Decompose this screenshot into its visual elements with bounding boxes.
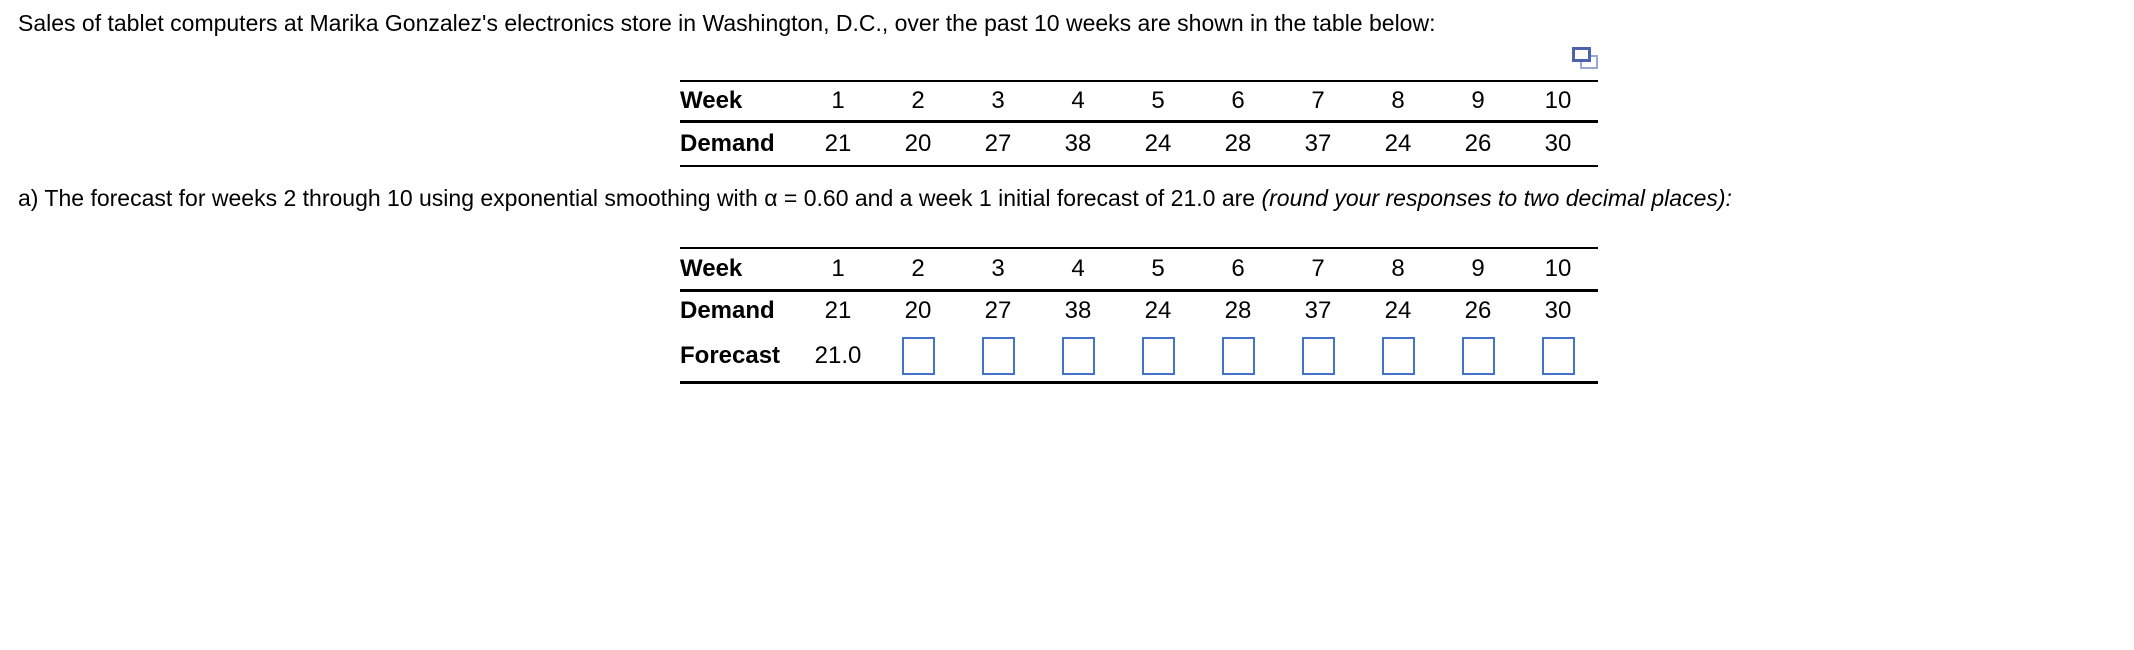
demand-value: 30	[1544, 297, 1572, 324]
demand-value: 27	[984, 297, 1012, 324]
week-value: 7	[1278, 81, 1358, 123]
week-value: 10	[1518, 81, 1598, 123]
demand-value: 24	[1144, 297, 1172, 324]
table-row: Week 1 2 3 4 5 6 7 8 9 10	[680, 248, 1598, 292]
part-a-rounding-note: (round your responses to two decimal pla…	[1261, 185, 1732, 211]
demand-value: 26	[1464, 297, 1492, 324]
week-value: 4	[1038, 248, 1118, 292]
forecast-input-week-9[interactable]	[1461, 336, 1495, 375]
demand-table: Week 1 2 3 4 5 6 7 8 9 10 Demand 21 20 2…	[680, 80, 1598, 167]
demand-value: 28	[1224, 130, 1252, 157]
week-value: 7	[1278, 248, 1358, 292]
forecast-cell	[958, 330, 1038, 383]
forecast-table: Week 1 2 3 4 5 6 7 8 9 10 Demand 21 20 2…	[680, 247, 1598, 384]
week-value: 6	[1198, 248, 1278, 292]
row-label-demand: Demand	[680, 130, 775, 157]
demand-value: 24	[1384, 297, 1412, 324]
forecast-input-week-6[interactable]	[1221, 336, 1255, 375]
forecast-cell	[1518, 330, 1598, 383]
demand-value: 27	[984, 130, 1012, 157]
table-row: Demand 21 20 27 38 24 28 37 24 26 30	[680, 291, 1598, 331]
forecast-cell	[1198, 330, 1278, 383]
demand-value: 21	[824, 297, 852, 324]
week-value: 6	[1198, 81, 1278, 123]
week-value: 9	[1438, 248, 1518, 292]
forecast-input-week-3[interactable]	[981, 336, 1015, 375]
week-value: 2	[878, 248, 958, 292]
forecast-cell	[1118, 330, 1198, 383]
week-value: 3	[958, 248, 1038, 292]
forecast-initial-value: 21.0	[814, 341, 862, 369]
forecast-cell	[1038, 330, 1118, 383]
forecast-input-week-8[interactable]	[1381, 336, 1415, 375]
part-a-text: a) The forecast for weeks 2 through 10 u…	[18, 185, 1262, 211]
table-row: Demand 21 20 27 38 24 28 37 24 26 30	[680, 122, 1598, 167]
demand-value: 26	[1464, 130, 1492, 157]
demand-value: 30	[1544, 130, 1572, 157]
forecast-cell	[1358, 330, 1438, 383]
demand-value: 37	[1304, 297, 1332, 324]
forecast-table-section: Week 1 2 3 4 5 6 7 8 9 10 Demand 21 20 2…	[680, 247, 1598, 384]
demand-table-section: Week 1 2 3 4 5 6 7 8 9 10 Demand 21 20 2…	[680, 80, 1598, 167]
week-value: 3	[958, 81, 1038, 123]
problem-statement: Sales of tablet computers at Marika Gonz…	[18, 10, 1436, 36]
popup-icon-front-window	[1572, 47, 1591, 62]
demand-value: 20	[904, 297, 932, 324]
forecast-cell	[1278, 330, 1358, 383]
forecast-input-week-7[interactable]	[1301, 336, 1335, 375]
forecast-input-week-4[interactable]	[1061, 336, 1095, 375]
popup-table-icon[interactable]	[1572, 47, 1600, 71]
forecast-cell	[1438, 330, 1518, 383]
table-row: Forecast 21.0	[680, 330, 1598, 383]
demand-value: 37	[1304, 130, 1332, 157]
demand-value: 20	[904, 130, 932, 157]
row-label-week: Week	[680, 81, 798, 123]
forecast-input-week-5[interactable]	[1141, 336, 1175, 375]
demand-value: 21	[824, 130, 852, 157]
demand-value: 38	[1064, 130, 1092, 157]
week-value: 9	[1438, 81, 1518, 123]
part-a-question: a) The forecast for weeks 2 through 10 u…	[18, 185, 1732, 212]
table-row: Week 1 2 3 4 5 6 7 8 9 10	[680, 81, 1598, 123]
week-value: 10	[1518, 248, 1598, 292]
week-value: 5	[1118, 248, 1198, 292]
week-value: 1	[798, 81, 878, 123]
week-value: 5	[1118, 81, 1198, 123]
week-value: 1	[798, 248, 878, 292]
forecast-cell	[878, 330, 958, 383]
forecast-input-week-10[interactable]	[1541, 336, 1575, 375]
week-value: 4	[1038, 81, 1118, 123]
demand-value: 38	[1064, 297, 1092, 324]
forecast-input-week-2[interactable]	[901, 336, 935, 375]
demand-value: 24	[1144, 130, 1172, 157]
row-label-week: Week	[680, 248, 798, 292]
week-value: 8	[1358, 81, 1438, 123]
demand-value: 24	[1384, 130, 1412, 157]
week-value: 2	[878, 81, 958, 123]
row-label-demand: Demand	[680, 297, 775, 324]
demand-value: 28	[1224, 297, 1252, 324]
row-label-forecast: Forecast	[680, 341, 781, 369]
week-value: 8	[1358, 248, 1438, 292]
